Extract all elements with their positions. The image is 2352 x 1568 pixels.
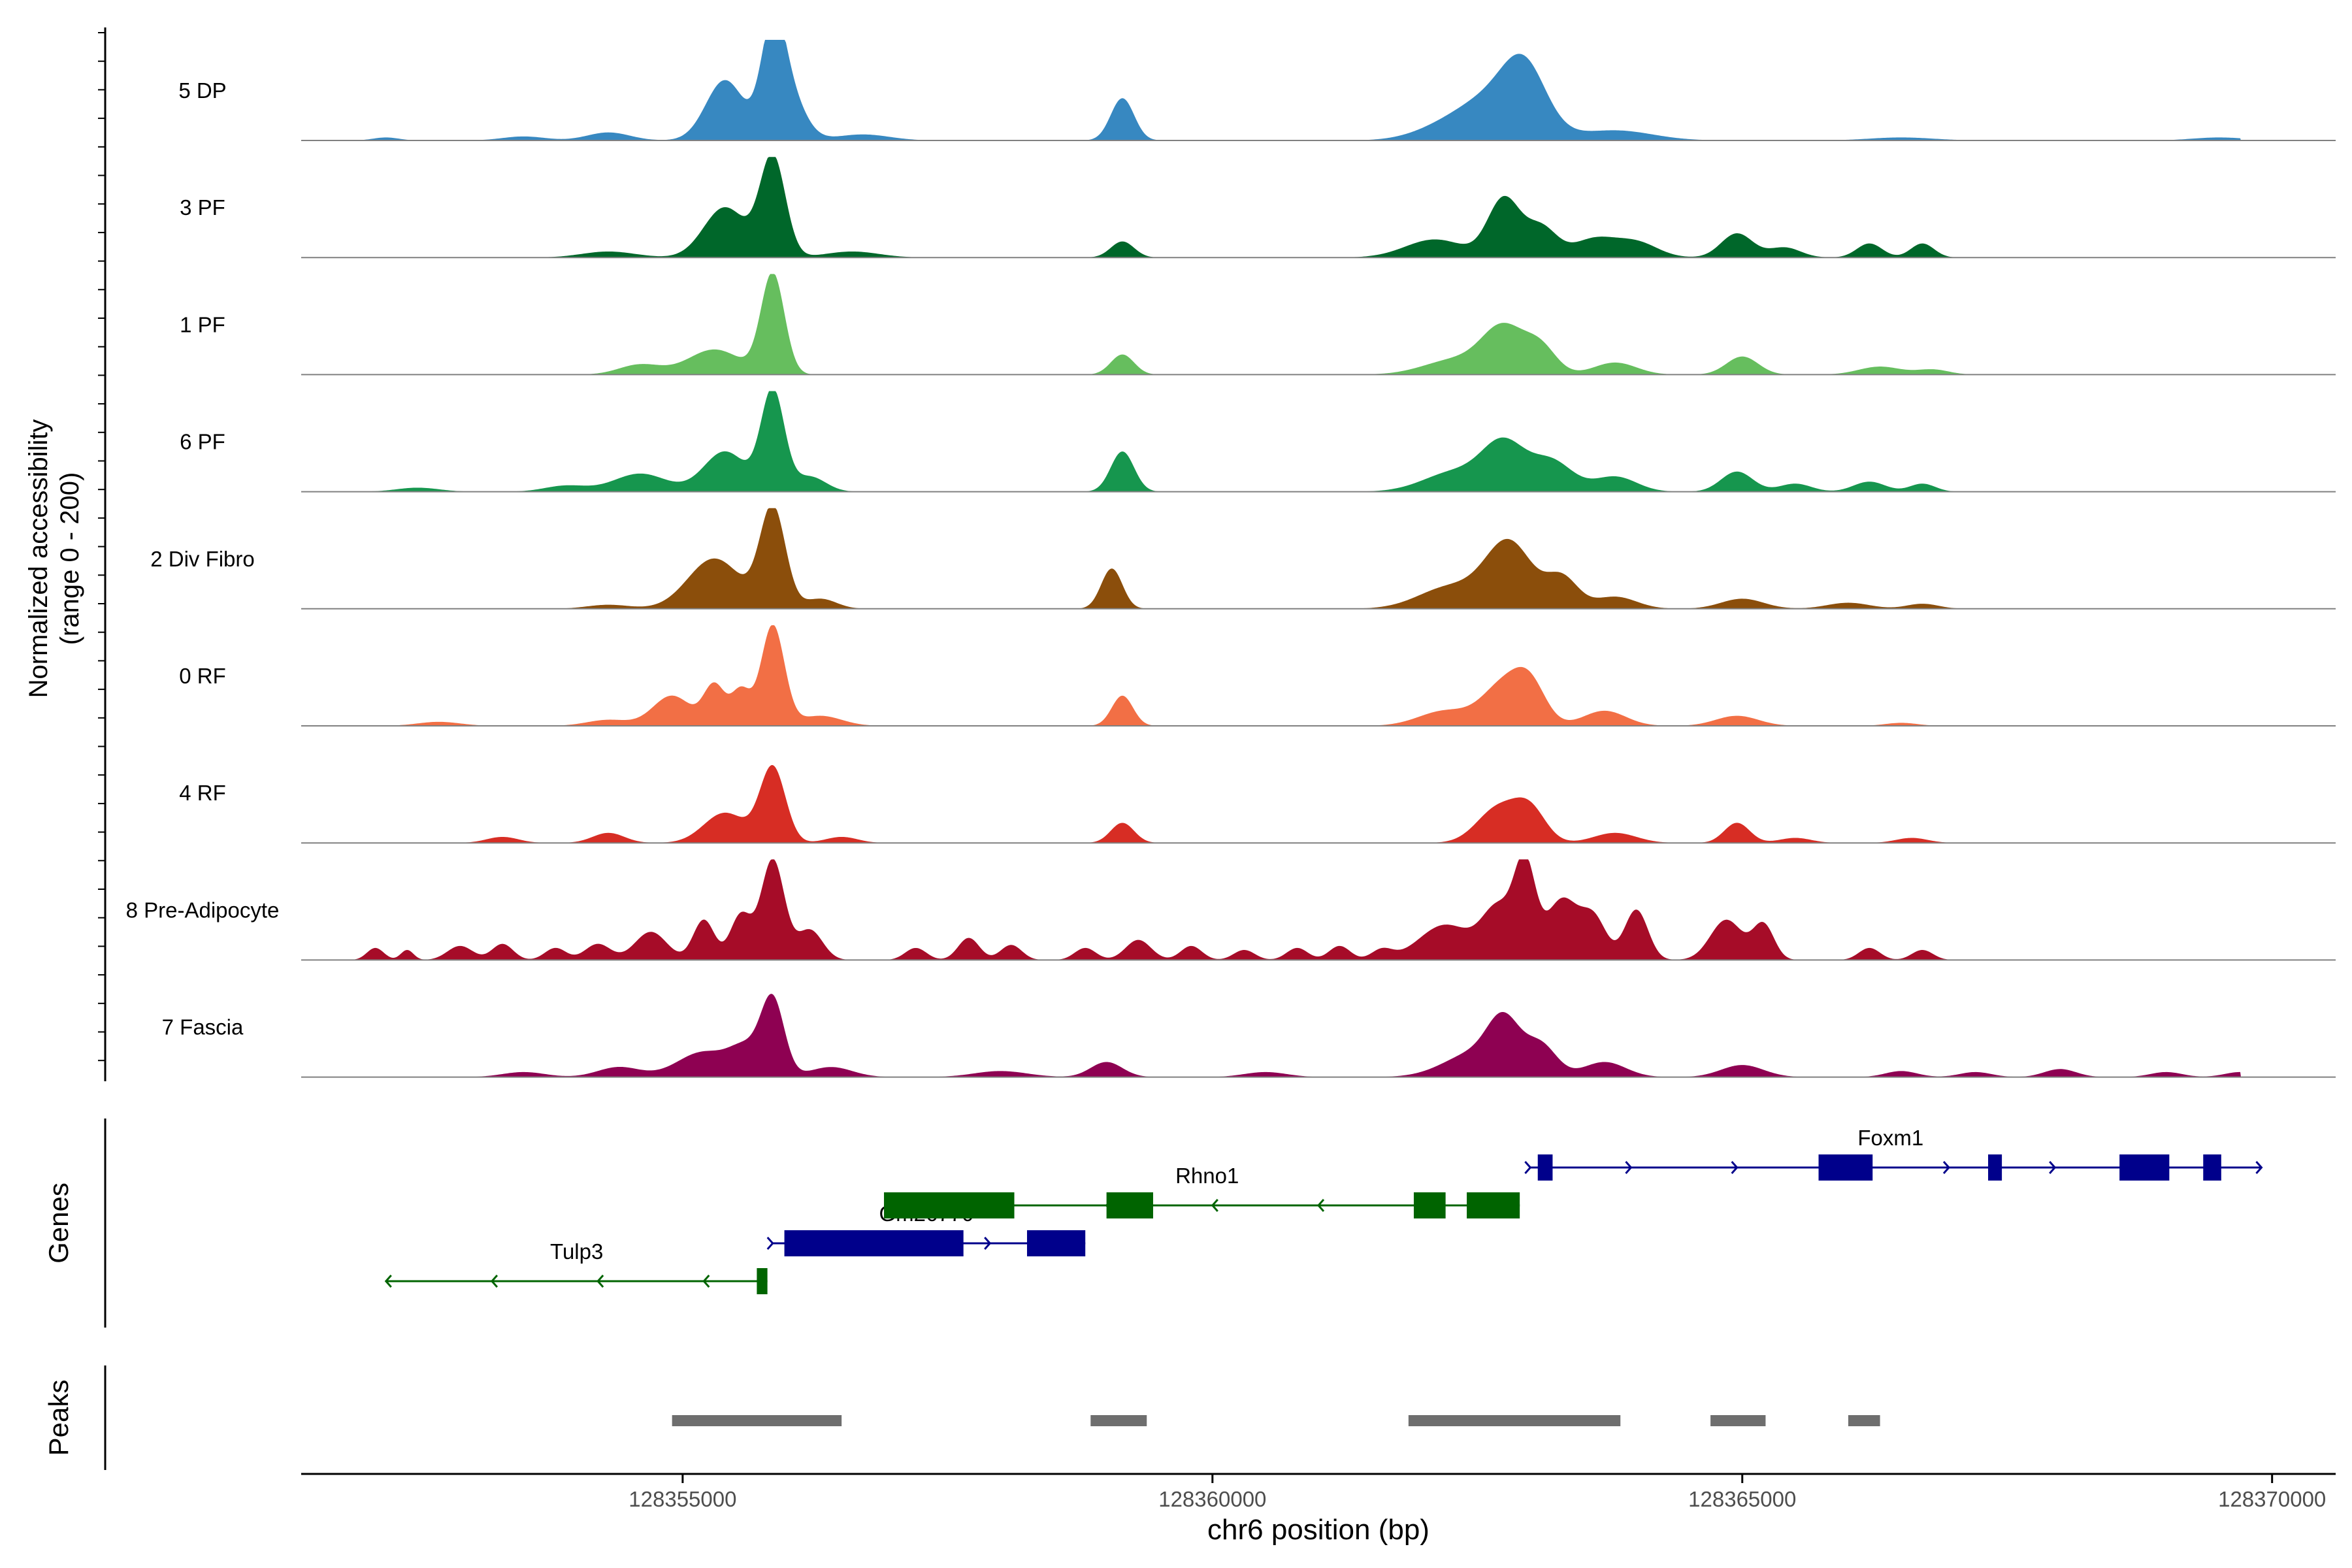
gene-rhno1: Rhno1 — [884, 1164, 1520, 1218]
strand-arrow-foxm1 — [1625, 1161, 1633, 1174]
peaks-panel-title: Peaks — [43, 1380, 74, 1456]
gene-label-foxm1: Foxm1 — [1857, 1126, 1923, 1150]
coverage-8-pre-adipocyte — [301, 859, 2241, 960]
coverage-6-pf — [301, 391, 2241, 492]
exon-tulp3 — [757, 1268, 768, 1294]
exon-rhno1 — [1467, 1192, 1520, 1218]
strand-arrow-rhno1 — [1211, 1199, 1218, 1212]
exon-foxm1 — [2119, 1154, 2170, 1181]
strand-arrow-tulp3 — [702, 1275, 710, 1288]
gene-annotation-track: Tulp3Gm26770Rhno1Foxm1 — [384, 1126, 2263, 1294]
track-5-dp — [301, 40, 2336, 141]
peak-region — [1710, 1415, 1766, 1426]
coverage-1-pf — [301, 274, 2241, 375]
exon-foxm1 — [1818, 1154, 1873, 1181]
strand-arrow-tulp3 — [384, 1275, 392, 1288]
accessibility-y-axis — [98, 27, 106, 1081]
exon-gm26770 — [784, 1230, 964, 1256]
track-label-4-rf: 4 RF — [179, 781, 226, 805]
track-7-fascia — [301, 994, 2336, 1078]
exon-rhno1 — [884, 1192, 1015, 1218]
track-label-8-pre-adipocyte: 8 Pre-Adipocyte — [126, 898, 280, 922]
track-2-div-fibro — [301, 508, 2336, 610]
peak-region — [1408, 1415, 1621, 1426]
exon-foxm1 — [1537, 1154, 1553, 1181]
coverage-2-div-fibro — [301, 508, 2241, 609]
peak-region — [1848, 1415, 1880, 1426]
peak-region — [1090, 1415, 1147, 1426]
coverage-7-fascia — [301, 994, 2241, 1077]
strand-arrow-foxm1 — [2255, 1161, 2263, 1174]
exon-gm26770 — [1026, 1230, 1086, 1256]
strand-arrow-gm26770 — [984, 1237, 992, 1250]
coverage-4-rf — [301, 765, 2241, 843]
track-label-3-pf: 3 PF — [180, 195, 225, 220]
peak-regions-track — [672, 1415, 1880, 1426]
track-3-pf — [301, 157, 2336, 259]
track-4-rf — [301, 765, 2336, 844]
y-axis-label-line1: Normalized accessibility — [24, 419, 53, 698]
strand-arrow-rhno1 — [1316, 1199, 1325, 1212]
strand-arrow-foxm1 — [1942, 1161, 1951, 1174]
track-label-2-div-fibro: 2 Div Fibro — [150, 547, 255, 571]
x-tick-label: 128370000 — [2218, 1487, 2326, 1511]
exon-rhno1 — [1106, 1192, 1153, 1218]
coverage-0-rf — [301, 625, 2241, 726]
exon-foxm1 — [1988, 1154, 2002, 1181]
exon-rhno1 — [1413, 1192, 1446, 1218]
genes-panel-title: Genes — [43, 1183, 74, 1264]
x-axis-title: chr6 position (bp) — [1207, 1514, 1429, 1546]
track-0-rf — [301, 625, 2336, 727]
track-8-pre-adipocyte — [301, 859, 2336, 961]
genomic-x-axis: 128355000 128360000 128365000 128370000 — [301, 1473, 2336, 1511]
strand-arrow-foxm1 — [2049, 1161, 2057, 1174]
track-label-0-rf: 0 RF — [179, 664, 226, 688]
track-6-pf — [301, 391, 2336, 493]
gene-label-rhno1: Rhno1 — [1175, 1164, 1239, 1188]
strand-arrow-gm26770 — [766, 1237, 774, 1250]
track-label-5-dp: 5 DP — [178, 78, 226, 103]
strand-arrow-tulp3 — [596, 1275, 604, 1288]
exon-foxm1 — [2203, 1154, 2221, 1181]
gene-label-tulp3: Tulp3 — [550, 1239, 603, 1264]
peak-region — [672, 1415, 842, 1426]
x-tick-label: 128365000 — [1688, 1487, 1796, 1511]
strand-arrow-rhno1 — [1105, 1199, 1113, 1212]
strand-arrow-foxm1 — [1731, 1161, 1739, 1174]
track-1-pf — [301, 274, 2336, 376]
x-tick-label: 128355000 — [629, 1487, 736, 1511]
coverage-5-dp — [301, 40, 2241, 140]
track-label-6-pf: 6 PF — [180, 430, 225, 454]
track-labels: 5 DP 3 PF 1 PF 6 PF 2 Div Fibro 0 RF 4 RF 8 Pre… — [126, 78, 280, 1039]
y-axis-label-line2: (range 0 - 200) — [56, 472, 84, 645]
strand-arrow-tulp3 — [490, 1275, 498, 1288]
coverage-tracks — [301, 40, 2336, 1078]
gene-tulp3: Tulp3 — [384, 1239, 768, 1294]
track-label-1-pf: 1 PF — [180, 312, 225, 336]
gene-foxm1: Foxm1 — [1524, 1126, 2263, 1181]
x-tick-label: 128360000 — [1158, 1487, 1266, 1511]
track-label-7-fascia: 7 Fascia — [162, 1015, 244, 1039]
coverage-3-pf — [301, 157, 2241, 258]
strand-arrow-foxm1 — [1524, 1161, 1532, 1174]
